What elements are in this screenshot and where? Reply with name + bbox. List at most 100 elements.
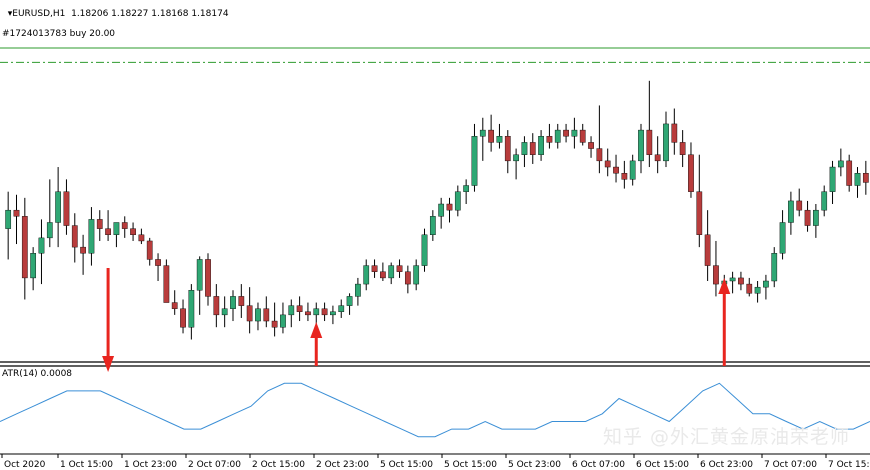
time-tick-label: 5 Oct 15:00: [380, 460, 433, 470]
candle-body: [463, 185, 470, 192]
candle-body: [779, 222, 786, 254]
time-tick-label: 7 Oct 15:00: [828, 460, 870, 470]
candle-body: [388, 265, 395, 279]
time-tick-label: 7 Oct 07:00: [764, 460, 817, 470]
symbol-quote: EURUSD,H1 1.18206 1.18227 1.18168 1.1817…: [12, 9, 229, 19]
candle-body: [338, 305, 345, 313]
candle-body: [846, 160, 853, 186]
candle-body: [63, 191, 70, 226]
candle-body: [829, 166, 836, 192]
candle-body: [13, 209, 20, 217]
candle-body: [130, 228, 136, 235]
time-tick-label: 6 Oct 07:00: [572, 460, 625, 470]
signal-arrow-down: [102, 268, 115, 372]
candle-body: [837, 160, 844, 168]
candle-body: [438, 203, 445, 217]
time-tick-label: 5 Oct 23:00: [508, 460, 561, 470]
candle-body: [729, 277, 736, 282]
candle-body: [629, 160, 636, 180]
candle-body: [788, 200, 794, 223]
candle-body: [429, 216, 436, 236]
candle-body: [238, 296, 245, 306]
candle-body: [196, 259, 203, 291]
candle-body: [188, 290, 195, 328]
signal-arrow-up: [718, 278, 731, 366]
candle-body: [421, 234, 428, 266]
candle-body: [479, 129, 486, 137]
candle-body: [546, 136, 553, 143]
candle-body: [621, 172, 628, 180]
candle-body: [688, 154, 694, 192]
main-chart-pane[interactable]: [0, 47, 870, 340]
candle-body: [221, 308, 228, 316]
candle-body: [46, 222, 53, 239]
candle-body: [88, 219, 95, 254]
candle-body: [579, 129, 586, 143]
candle-body: [38, 237, 45, 254]
candle-body: [679, 142, 686, 155]
candle-body: [613, 166, 619, 174]
candle-body: [488, 129, 494, 143]
candle-body: [113, 222, 120, 235]
candle-body: [496, 136, 503, 143]
candle-body: [404, 271, 411, 285]
candle-body: [413, 265, 420, 285]
candle-body: [205, 259, 211, 297]
time-tick-label: 5 Oct 15:00: [444, 460, 497, 470]
candle-body: [521, 142, 528, 155]
candle-body: [230, 296, 236, 309]
pane-separator[interactable]: [0, 361, 870, 367]
candle-body: [796, 200, 803, 211]
candle-body: [529, 142, 536, 155]
candle-body: [171, 302, 178, 309]
candle-body: [380, 271, 386, 279]
candle-body: [96, 219, 103, 229]
dropdown-triangle-icon[interactable]: ▾: [7, 9, 13, 19]
candle-body: [280, 314, 286, 328]
candle-body: [763, 280, 769, 288]
candle-body: [738, 277, 744, 285]
time-tick-label: 2 Oct 15:00: [252, 460, 305, 470]
candle-body: [255, 308, 261, 322]
atr-indicator-pane[interactable]: [0, 382, 870, 455]
candle-body: [671, 123, 678, 143]
signal-arrow-up: [310, 322, 323, 366]
time-tick-label: 1 Oct 23:00: [124, 460, 177, 470]
candle-body: [538, 136, 544, 155]
candle-body: [180, 308, 186, 328]
candle-body: [213, 296, 220, 316]
candle-body: [804, 209, 811, 226]
candle-body: [504, 136, 511, 162]
candle-body: [396, 265, 403, 272]
time-tick-label: 2 Oct 07:00: [188, 460, 241, 470]
candle-body: [355, 283, 361, 297]
candle-body: [588, 142, 594, 149]
candle-body: [105, 228, 111, 235]
time-tick-label: 6 Oct 15:00: [636, 460, 689, 470]
candle-body: [30, 253, 37, 279]
candle-body: [246, 305, 253, 322]
candle-body: [288, 305, 295, 316]
candle-body: [305, 311, 311, 316]
candle-body: [654, 154, 661, 162]
candle-body: [371, 265, 378, 272]
candle-body: [862, 172, 869, 183]
candle-body: [813, 209, 819, 226]
atr-line: [0, 382, 870, 438]
candle-body: [696, 191, 703, 235]
candle-body: [513, 154, 519, 162]
candle-body: [754, 286, 761, 294]
watermark: 知乎 @外汇黄金原油荣老师: [602, 426, 850, 448]
order-line-label: #1724013783 buy 20.00: [2, 29, 116, 39]
candle-body: [471, 136, 478, 186]
candle-body: [638, 129, 644, 162]
candle-body: [121, 222, 128, 229]
candle-body: [321, 308, 328, 316]
candle-body: [138, 234, 145, 242]
symbol-header: ▾EURUSD,H1 1.18206 1.18227 1.18168 1.181…: [2, 0, 229, 19]
candle-body: [554, 129, 561, 143]
candle-body: [71, 225, 78, 248]
candle-body: [330, 311, 336, 316]
time-tick-label: 1 Oct 15:00: [60, 460, 113, 470]
